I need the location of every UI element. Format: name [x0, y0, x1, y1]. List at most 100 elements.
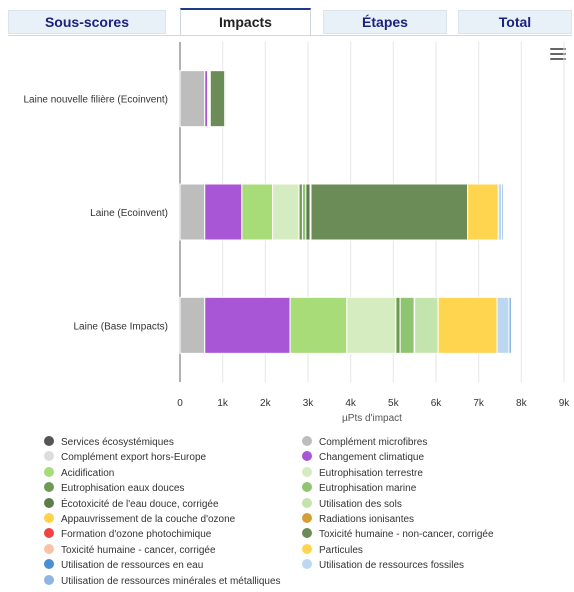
- legend-item[interactable]: Services écosystémiques: [44, 436, 174, 449]
- legend-swatch: [302, 528, 312, 539]
- x-tick-label: 5k: [388, 398, 400, 409]
- legend-item[interactable]: Formation d'ozone photochimique: [44, 528, 211, 541]
- legend-item[interactable]: Utilisation de ressources en eau: [44, 559, 203, 572]
- x-tick-label: 1k: [217, 398, 229, 409]
- tab-impacts[interactable]: Impacts: [180, 8, 311, 36]
- legend-swatch: [44, 513, 54, 523]
- x-tick-label: 0: [177, 398, 183, 409]
- legend-swatch: [302, 543, 312, 554]
- tab-total[interactable]: Total: [458, 10, 572, 34]
- category-label: Laine nouvelle filière (Ecoinvent): [23, 95, 168, 106]
- legend-label: Utilisation de ressources minérales et m…: [61, 575, 281, 587]
- bar-segment: [501, 183, 504, 241]
- legend-label: Particules: [319, 544, 363, 556]
- bar-segment: [305, 183, 311, 241]
- legend-swatch: [44, 466, 54, 477]
- x-tick-label: 6k: [431, 398, 443, 409]
- bar-segment: [496, 296, 510, 354]
- bar-segment: [395, 296, 401, 354]
- legend-swatch: [302, 436, 312, 446]
- legend-label: Écotoxicité de l'eau douce, corrigée: [61, 498, 219, 510]
- x-tick-label: 3k: [303, 398, 315, 409]
- bar-segment: [204, 296, 291, 354]
- stacked-bar-chart: 0 1k 2k 3k 4k 5k 6k 7k 8k 9k µPts d'impact Laine no…: [23, 42, 571, 424]
- x-tick-label: 2k: [260, 398, 272, 409]
- legend-item[interactable]: Appauvrissement de la couche d'ozone: [44, 513, 235, 526]
- tab-underline: [8, 35, 572, 36]
- legend-item[interactable]: Particules: [302, 543, 363, 557]
- legend-swatch: [44, 451, 54, 462]
- legend-swatch: [302, 513, 312, 523]
- x-tick-label: 7k: [473, 398, 485, 409]
- legend-label: Eutrophisation eaux douces: [61, 483, 185, 495]
- legend-label: Radiations ionisantes: [319, 514, 415, 525]
- bar-segment: [310, 183, 469, 241]
- legend-label: Toxicité humaine - cancer, corrigée: [61, 544, 216, 556]
- legend-swatch: [44, 559, 54, 570]
- hamburger-menu-icon[interactable]: [550, 48, 566, 62]
- bar-segment: [346, 296, 397, 354]
- bar-segment: [497, 183, 503, 241]
- bar-segment: [289, 296, 348, 354]
- bar-segment: [179, 70, 206, 128]
- legend-label: Services écosystémiques: [61, 437, 174, 448]
- legend-swatch: [302, 466, 312, 477]
- legend-item[interactable]: Eutrophisation marine: [302, 482, 416, 495]
- legend-label: Utilisation des sols: [319, 498, 402, 510]
- bar-segment: [204, 183, 243, 241]
- legend-swatch: [44, 543, 54, 554]
- legend-label: Utilisation de ressources en eau: [61, 560, 204, 572]
- legend-item[interactable]: Complément export hors-Europe: [44, 451, 206, 464]
- bar-segment: [179, 183, 206, 241]
- legend-item[interactable]: Utilisation de ressources fossiles: [302, 559, 464, 572]
- legend-item[interactable]: Toxicité humaine - non-cancer, corrigée: [302, 528, 494, 541]
- legend-item[interactable]: Acidification: [44, 466, 115, 480]
- legend-swatch: [302, 559, 312, 570]
- legend-item[interactable]: Radiations ionisantes: [302, 513, 414, 526]
- legend-label: Complément export hors-Europe: [61, 452, 207, 464]
- legend-swatch: [44, 482, 54, 493]
- legend-item[interactable]: Changement climatique: [302, 451, 424, 464]
- bar-segment: [414, 296, 439, 354]
- legend-swatch: [44, 436, 54, 446]
- bar-segment: [399, 296, 415, 354]
- category-label: Laine (Base Impacts): [74, 321, 169, 332]
- tab-etapes[interactable]: Étapes: [323, 10, 447, 34]
- legend-item[interactable]: Utilisation des sols: [302, 497, 402, 511]
- legend-label: Complément microfibres: [319, 437, 428, 448]
- legend-item[interactable]: Eutrophisation eaux douces: [44, 482, 184, 495]
- bar-segment: [301, 183, 307, 241]
- legend-swatch: [302, 482, 312, 493]
- legend-label: Formation d'ozone photochimique: [61, 529, 212, 541]
- bar-segment: [241, 183, 274, 241]
- bar-segment: [226, 70, 228, 128]
- bar-segment: [179, 296, 206, 354]
- bar-segment: [508, 296, 513, 354]
- x-tick-label: 4k: [345, 398, 357, 409]
- bar-segment: [298, 183, 303, 241]
- legend-item[interactable]: Eutrophisation terrestre: [302, 466, 423, 480]
- tab-bar: Sous-scores Impacts Étapes Total: [0, 0, 574, 36]
- x-tick-label: 9k: [559, 398, 571, 409]
- legend-swatch: [302, 497, 312, 508]
- legend-label: Eutrophisation terrestre: [319, 467, 423, 479]
- bar-segment: [209, 70, 226, 128]
- legend-item[interactable]: Écotoxicité de l'eau douce, corrigée: [44, 497, 219, 511]
- bar-segment: [467, 183, 499, 241]
- legend-swatch: [44, 528, 54, 539]
- legend-item[interactable]: Utilisation de ressources minérales et m…: [44, 574, 281, 588]
- category-label: Laine (Ecoinvent): [90, 208, 168, 219]
- legend-label: Utilisation de ressources fossiles: [319, 560, 465, 572]
- legend-swatch: [302, 451, 312, 462]
- legend-label: Appauvrissement de la couche d'ozone: [61, 514, 236, 525]
- legend-item[interactable]: Complément microfibres: [302, 436, 427, 449]
- legend-swatch: [44, 574, 54, 585]
- x-axis-title: µPts d'impact: [342, 413, 402, 424]
- legend-label: Changement climatique: [319, 452, 425, 464]
- x-tick-label: 8k: [516, 398, 528, 409]
- legend-label: Eutrophisation marine: [319, 483, 417, 495]
- legend-item[interactable]: Toxicité humaine - cancer, corrigée: [44, 543, 216, 557]
- legend-label: Acidification: [61, 467, 115, 479]
- tab-sous-scores[interactable]: Sous-scores: [8, 10, 166, 34]
- bar-segment: [272, 183, 300, 241]
